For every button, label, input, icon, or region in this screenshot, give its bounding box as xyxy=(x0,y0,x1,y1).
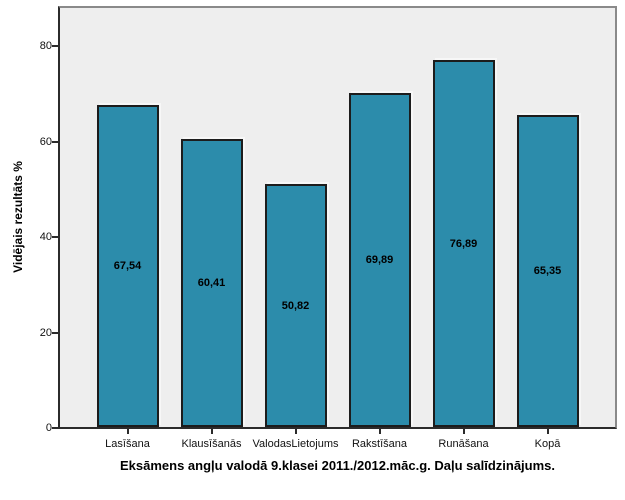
y-tick-mark xyxy=(52,45,58,47)
x-category-label: ValodasLietojums xyxy=(252,438,339,450)
y-tick-label: 60 xyxy=(39,136,52,148)
bar-value-label: 67,54 xyxy=(113,260,142,272)
x-category-label: Rakstīšana xyxy=(351,438,408,450)
bar: 76,89 xyxy=(432,60,495,427)
y-tick-mark xyxy=(52,141,58,143)
x-category-label: Klausīšanās xyxy=(181,438,242,450)
y-tick-mark xyxy=(52,427,58,429)
x-category-slot: Runāšana xyxy=(433,429,495,450)
y-tick-label: 80 xyxy=(39,40,52,52)
bar-value-label: 76,89 xyxy=(449,237,478,250)
plot-area: 67,54 60,41 50,82 69,89 76,89 65,35 xyxy=(58,6,617,429)
x-category-slot: Klausīšanās xyxy=(181,429,243,450)
bars-container: 67,54 60,41 50,82 69,89 76,89 65,35 xyxy=(60,8,615,427)
x-category-slot: Rakstīšana xyxy=(349,429,411,450)
bar: 67,54 xyxy=(96,105,159,427)
bar: 50,82 xyxy=(264,184,327,427)
bar: 69,89 xyxy=(348,93,411,427)
x-category-slot: Lasīšana xyxy=(97,429,159,450)
y-tick-mark xyxy=(52,332,58,334)
y-tick-label: 0 xyxy=(45,422,52,434)
x-category-label: Lasīšana xyxy=(105,438,150,450)
x-category-slot: ValodasLietojums xyxy=(253,429,339,450)
bar: 65,35 xyxy=(516,115,579,427)
x-category-label: Kopā xyxy=(534,438,561,450)
bar-value-label: 69,89 xyxy=(365,254,394,266)
bar-value-label: 65,35 xyxy=(533,265,562,277)
bar-value-label: 50,82 xyxy=(281,299,310,312)
bar: 60,41 xyxy=(180,139,243,427)
x-axis-labels: Lasīšana Klausīšanās ValodasLietojums Rakst… xyxy=(58,429,617,450)
y-tick-label: 20 xyxy=(39,327,52,339)
chart-title: Eksāmens angļu valodā 9.klasei 2011./201… xyxy=(120,458,555,473)
x-category-label: Runāšana xyxy=(438,438,489,450)
x-category-slot: Kopā xyxy=(517,429,579,450)
y-axis-title: Vidējais rezultāts % xyxy=(11,161,25,273)
bar-value-label: 60,41 xyxy=(197,277,226,289)
y-tick-label: 40 xyxy=(39,231,52,243)
y-tick-mark xyxy=(52,236,58,238)
